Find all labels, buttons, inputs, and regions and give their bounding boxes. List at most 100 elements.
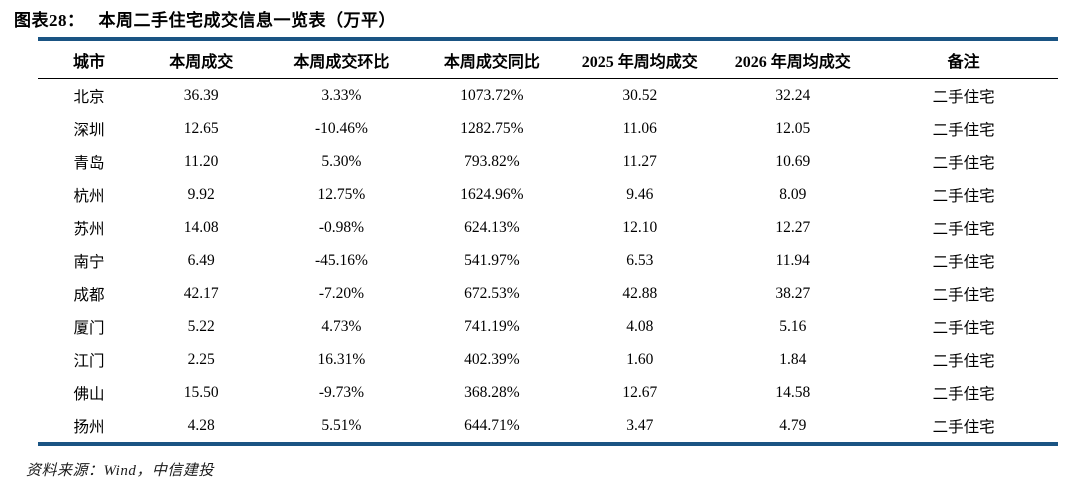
column-header: 本周成交同比: [420, 39, 564, 79]
table-cell: 9.46: [626, 185, 654, 203]
table-cell: 32.24: [775, 86, 811, 104]
table-cell: 30.52: [622, 86, 658, 104]
table-cell: -9.73%: [318, 383, 365, 401]
table-cell: 6.53: [626, 251, 654, 269]
table-cell: -7.20%: [318, 284, 365, 302]
table-cell: 16.31%: [317, 350, 366, 368]
table-cell: 11.20: [184, 152, 219, 170]
table-cell: 二手住宅: [932, 253, 995, 271]
table-cell: 36.39: [183, 86, 219, 104]
table-row: 北京 36.39 3.33% 1073.72% 30.52 32.24 二手住宅: [38, 79, 1058, 113]
table-cell: 402.39%: [464, 350, 520, 368]
table-cell: 541.97%: [464, 251, 520, 269]
table-cell: 二手住宅: [932, 88, 995, 106]
table-cell: 8.09: [779, 185, 807, 203]
table-cell: 5.51%: [321, 416, 362, 434]
table-cell: 二手住宅: [932, 154, 995, 172]
table-cell: 11.27: [622, 152, 657, 170]
table-cell: 4.28: [187, 416, 215, 434]
city-cell: 苏州: [73, 220, 105, 238]
table-cell: 368.28%: [464, 383, 520, 401]
table-cell: 二手住宅: [932, 352, 995, 370]
table-cell: 1.84: [779, 350, 807, 368]
column-header: 本周成交: [140, 39, 263, 79]
table-row: 深圳 12.65 -10.46% 1282.75% 11.06 12.05 二手住宅: [38, 112, 1058, 145]
table-cell: 741.19%: [464, 317, 520, 335]
table-cell: 5.16: [779, 317, 807, 335]
column-header: 2025 年周均成交: [563, 39, 717, 79]
table-cell: 42.88: [622, 284, 658, 302]
table-cell: 11.94: [775, 251, 810, 269]
table-cell: 5.30%: [321, 152, 362, 170]
figure-label: 图表28：: [14, 11, 85, 30]
table-cell: 14.08: [183, 218, 219, 236]
table-cell: -10.46%: [314, 119, 368, 137]
table-body: 北京 36.39 3.33% 1073.72% 30.52 32.24 二手住宅 深圳 12.6…: [38, 79, 1058, 445]
table-cell: 4.73%: [321, 317, 362, 335]
table-cell: 14.58: [775, 383, 811, 401]
table-cell: 6.49: [187, 251, 215, 269]
city-cell: 深圳: [73, 121, 105, 139]
city-cell: 扬州: [73, 418, 105, 436]
transactions-table-wrap: 城市 本周成交 本周成交环比 本周成交同比 2025 年周均成交 2026 年周均成交 备注…: [38, 37, 1058, 446]
table-cell: 二手住宅: [932, 220, 995, 238]
table-row: 南宁 6.49 -45.16% 541.97% 6.53 11.94 二手住宅: [38, 244, 1058, 277]
table-cell: 1073.72%: [460, 86, 524, 104]
city-cell: 南宁: [73, 253, 105, 271]
table-cell: 15.50: [183, 383, 219, 401]
table-row: 厦门 5.22 4.73% 741.19% 4.08 5.16 二手住宅: [38, 310, 1058, 343]
table-cell: 3.33%: [321, 86, 362, 104]
table-cell: 二手住宅: [932, 418, 995, 436]
city-cell: 江门: [73, 352, 105, 370]
table-cell: 3.47: [626, 416, 654, 434]
column-header: 备注: [869, 39, 1058, 79]
table-cell: 4.79: [779, 416, 807, 434]
table-cell: 38.27: [775, 284, 811, 302]
table-cell: 二手住宅: [932, 385, 995, 403]
table-cell: 793.82%: [464, 152, 520, 170]
transactions-table: 城市 本周成交 本周成交环比 本周成交同比 2025 年周均成交 2026 年周均成交 备注…: [38, 37, 1058, 446]
table-cell: 9.92: [187, 185, 215, 203]
source-note: 资料来源：Wind，中信建投: [26, 463, 214, 479]
table-cell: 5.22: [187, 317, 215, 335]
city-cell: 北京: [73, 88, 105, 106]
table-cell: 4.08: [626, 317, 654, 335]
table-cell: 二手住宅: [932, 286, 995, 304]
table-cell: 12.75%: [317, 185, 366, 203]
table-row: 佛山 15.50 -9.73% 368.28% 12.67 14.58 二手住宅: [38, 376, 1058, 409]
table-cell: 644.71%: [464, 416, 520, 434]
table-header-row: 城市 本周成交 本周成交环比 本周成交同比 2025 年周均成交 2026 年周均成交 备注: [38, 39, 1058, 79]
table-cell: 11.06: [622, 119, 657, 137]
table-cell: 12.67: [622, 383, 658, 401]
table-cell: 二手住宅: [932, 121, 995, 139]
table-cell: 2.25: [187, 350, 215, 368]
column-header: 本周成交环比: [262, 39, 421, 79]
table-cell: 624.13%: [464, 218, 520, 236]
city-cell: 厦门: [73, 319, 105, 337]
table-header: 城市 本周成交 本周成交环比 本周成交同比 2025 年周均成交 2026 年周均成交 备注: [38, 39, 1058, 79]
table-cell: 12.27: [775, 218, 811, 236]
table-cell: 10.69: [775, 152, 811, 170]
table-cell: 672.53%: [464, 284, 520, 302]
table-cell: 二手住宅: [932, 319, 995, 337]
table-cell: 12.10: [622, 218, 658, 236]
column-header: 2026 年周均成交: [716, 39, 870, 79]
table-row: 成都 42.17 -7.20% 672.53% 42.88 38.27 二手住宅: [38, 277, 1058, 310]
table-cell: -45.16%: [314, 251, 368, 269]
city-cell: 杭州: [73, 187, 105, 205]
table-row: 扬州 4.28 5.51% 644.71% 3.47 4.79 二手住宅: [38, 409, 1058, 444]
table-cell: 12.65: [183, 119, 219, 137]
table-row: 青岛 11.20 5.30% 793.82% 11.27 10.69 二手住宅: [38, 145, 1058, 178]
column-header: 城市: [38, 39, 140, 79]
city-cell: 佛山: [73, 385, 105, 403]
city-cell: 青岛: [73, 154, 105, 172]
city-cell: 成都: [73, 286, 105, 304]
table-cell: 12.05: [775, 119, 811, 137]
table-cell: 42.17: [183, 284, 219, 302]
table-row: 江门 2.25 16.31% 402.39% 1.60 1.84 二手住宅: [38, 343, 1058, 376]
table-cell: 1624.96%: [460, 185, 524, 203]
table-cell: 1282.75%: [460, 119, 524, 137]
figure-title: 图表28： 本周二手住宅成交信息一览表（万平）: [14, 6, 396, 31]
table-cell: 二手住宅: [932, 187, 995, 205]
figure-title-text: 本周二手住宅成交信息一览表（万平）: [98, 11, 396, 30]
